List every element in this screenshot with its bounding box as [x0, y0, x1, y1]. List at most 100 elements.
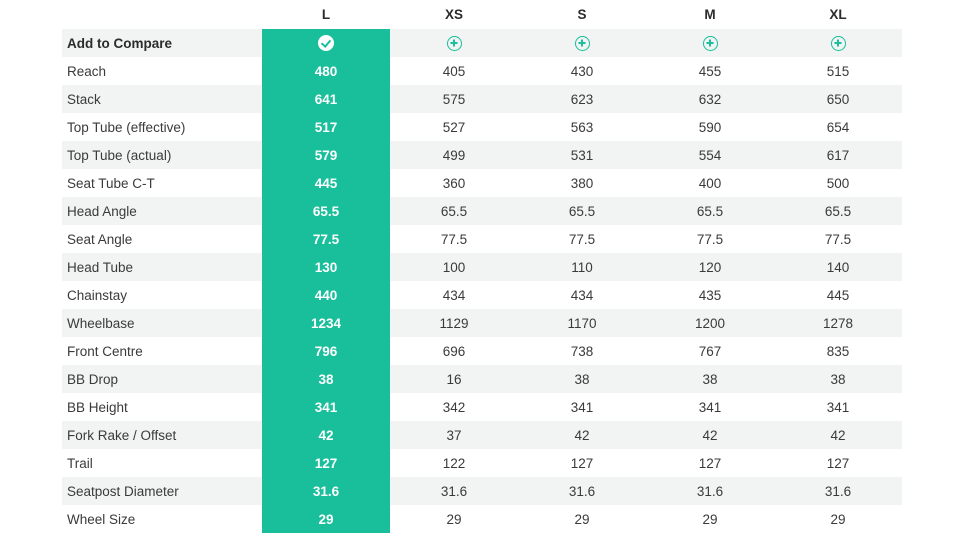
row-label: Stack: [62, 85, 262, 113]
value-cell: 65.5: [390, 197, 518, 225]
value-cell: 341: [518, 393, 646, 421]
value-cell: 100: [390, 253, 518, 281]
value-cell: 563: [518, 113, 646, 141]
value-cell: 38: [774, 365, 902, 393]
value-cell: 110: [518, 253, 646, 281]
value-cell: 434: [390, 281, 518, 309]
table-row: Head Tube 130 100 110 120 140: [62, 253, 902, 281]
check-circle-icon[interactable]: [318, 35, 334, 52]
table-row: Trail 127 122 127 127 127: [62, 449, 902, 477]
row-label: Fork Rake / Offset: [62, 421, 262, 449]
row-label: Seat Tube C-T: [62, 169, 262, 197]
value-cell: 430: [518, 57, 646, 85]
plus-circle-icon[interactable]: [574, 35, 590, 51]
value-cell: 38: [262, 365, 390, 393]
compare-row: Add to Compare: [62, 29, 902, 57]
table-row: Wheelbase 1234 1129 1170 1200 1278: [62, 309, 902, 337]
compare-toggle-xl[interactable]: [774, 29, 902, 57]
row-label: Top Tube (actual): [62, 141, 262, 169]
value-cell: 37: [390, 421, 518, 449]
row-label: Wheel Size: [62, 505, 262, 533]
table-row: Seat Angle 77.5 77.5 77.5 77.5 77.5: [62, 225, 902, 253]
value-cell: 455: [646, 57, 774, 85]
value-cell: 650: [774, 85, 902, 113]
row-label: Trail: [62, 449, 262, 477]
value-cell: 434: [518, 281, 646, 309]
plus-circle-icon[interactable]: [702, 35, 718, 51]
value-cell: 42: [262, 421, 390, 449]
plus-circle-icon[interactable]: [830, 35, 846, 51]
value-cell: 617: [774, 141, 902, 169]
value-cell: 590: [646, 113, 774, 141]
row-label: Top Tube (effective): [62, 113, 262, 141]
value-cell: 380: [518, 169, 646, 197]
value-cell: 517: [262, 113, 390, 141]
value-cell: 341: [262, 393, 390, 421]
row-label: BB Drop: [62, 365, 262, 393]
compare-toggle-l[interactable]: [262, 29, 390, 57]
table-row: Stack 641 575 623 632 650: [62, 85, 902, 113]
value-cell: 1278: [774, 309, 902, 337]
value-cell: 499: [390, 141, 518, 169]
value-cell: 65.5: [262, 197, 390, 225]
value-cell: 515: [774, 57, 902, 85]
row-label: Seatpost Diameter: [62, 477, 262, 505]
value-cell: 120: [646, 253, 774, 281]
value-cell: 835: [774, 337, 902, 365]
value-cell: 31.6: [774, 477, 902, 505]
table-row: Head Angle 65.5 65.5 65.5 65.5 65.5: [62, 197, 902, 225]
table-row: BB Height 341 342 341 341 341: [62, 393, 902, 421]
compare-toggle-s[interactable]: [518, 29, 646, 57]
value-cell: 435: [646, 281, 774, 309]
value-cell: 77.5: [646, 225, 774, 253]
value-cell: 341: [774, 393, 902, 421]
compare-toggle-xs[interactable]: [390, 29, 518, 57]
row-label: Wheelbase: [62, 309, 262, 337]
size-header-s: S: [518, 0, 646, 29]
size-header-xl: XL: [774, 0, 902, 29]
value-cell: 38: [646, 365, 774, 393]
value-cell: 632: [646, 85, 774, 113]
value-cell: 127: [518, 449, 646, 477]
row-label: Front Centre: [62, 337, 262, 365]
value-cell: 42: [774, 421, 902, 449]
table-row: Top Tube (actual) 579 499 531 554 617: [62, 141, 902, 169]
value-cell: 575: [390, 85, 518, 113]
compare-toggle-m[interactable]: [646, 29, 774, 57]
value-cell: 38: [518, 365, 646, 393]
table-row: Seatpost Diameter 31.6 31.6 31.6 31.6 31.6: [62, 477, 902, 505]
value-cell: 400: [646, 169, 774, 197]
value-cell: 122: [390, 449, 518, 477]
size-header-row: L XS S M XL: [62, 0, 902, 29]
value-cell: 127: [774, 449, 902, 477]
value-cell: 16: [390, 365, 518, 393]
table-row: Seat Tube C-T 445 360 380 400 500: [62, 169, 902, 197]
value-cell: 405: [390, 57, 518, 85]
value-cell: 654: [774, 113, 902, 141]
value-cell: 579: [262, 141, 390, 169]
value-cell: 31.6: [646, 477, 774, 505]
value-cell: 42: [646, 421, 774, 449]
value-cell: 130: [262, 253, 390, 281]
value-cell: 480: [262, 57, 390, 85]
value-cell: 29: [390, 505, 518, 533]
value-cell: 127: [646, 449, 774, 477]
value-cell: 140: [774, 253, 902, 281]
value-cell: 696: [390, 337, 518, 365]
value-cell: 31.6: [518, 477, 646, 505]
value-cell: 31.6: [262, 477, 390, 505]
value-cell: 500: [774, 169, 902, 197]
value-cell: 127: [262, 449, 390, 477]
value-cell: 1200: [646, 309, 774, 337]
row-label: Head Angle: [62, 197, 262, 225]
value-cell: 1170: [518, 309, 646, 337]
value-cell: 623: [518, 85, 646, 113]
value-cell: 77.5: [262, 225, 390, 253]
value-cell: 767: [646, 337, 774, 365]
value-cell: 342: [390, 393, 518, 421]
plus-circle-icon[interactable]: [446, 35, 462, 51]
size-header-xs: XS: [390, 0, 518, 29]
value-cell: 445: [774, 281, 902, 309]
compare-label: Add to Compare: [62, 29, 262, 57]
